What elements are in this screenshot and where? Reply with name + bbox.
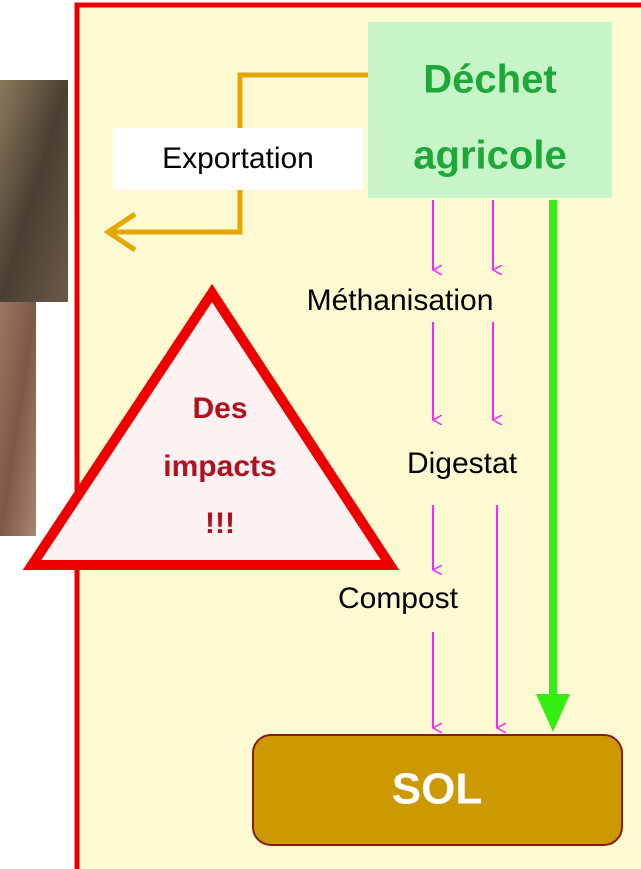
diagram: Exportation Déchet agricole Méthanisatio…	[0, 0, 641, 869]
source-label: Déchet	[423, 58, 556, 102]
warning-label: Des	[192, 392, 247, 425]
warning-label: !!!	[205, 507, 235, 540]
source-label: agricole	[413, 134, 566, 178]
step-label: Digestat	[407, 447, 518, 480]
photo	[0, 80, 68, 302]
warning-label: impacts	[163, 450, 276, 483]
step-label: Compost	[338, 582, 459, 615]
export-label: Exportation	[162, 142, 314, 175]
destination-label: SOL	[392, 765, 482, 814]
step-label: Méthanisation	[307, 284, 494, 317]
page: Exportation Déchet agricole Méthanisatio…	[0, 0, 641, 869]
photo	[0, 302, 36, 536]
